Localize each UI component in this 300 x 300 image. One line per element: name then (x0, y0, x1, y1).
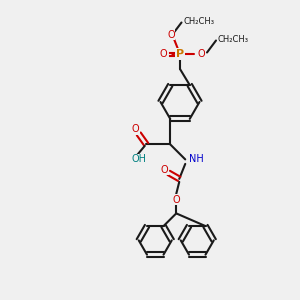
Text: CH₂CH₃: CH₂CH₃ (218, 34, 248, 43)
Text: O: O (197, 49, 205, 59)
Text: OH: OH (131, 154, 146, 164)
Text: O: O (172, 195, 180, 205)
Text: O: O (132, 124, 140, 134)
Text: CH₂CH₃: CH₂CH₃ (183, 16, 214, 26)
Text: O: O (160, 49, 167, 59)
Text: O: O (160, 165, 168, 175)
Text: P: P (176, 49, 184, 59)
Text: O: O (167, 29, 175, 40)
Text: NH: NH (189, 154, 204, 164)
